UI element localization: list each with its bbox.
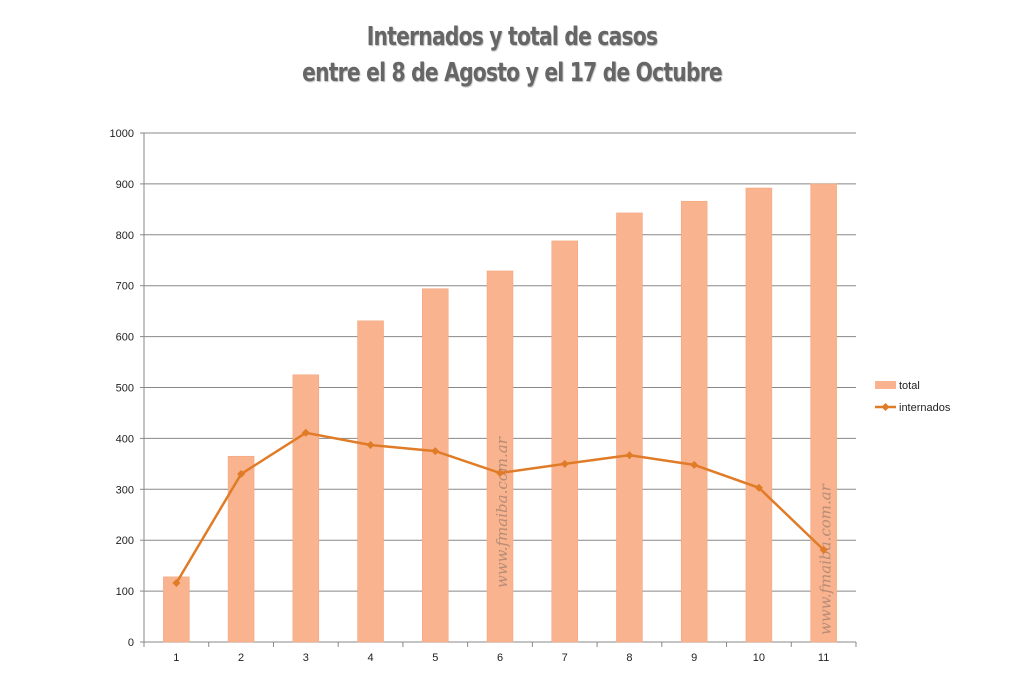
- y-tick-label: 200: [116, 535, 134, 547]
- chart-title-line-1: Internados y total de casos: [366, 22, 658, 52]
- watermark: www.fmaiba.com.ar: [493, 436, 511, 588]
- y-tick-label: 0: [128, 637, 134, 649]
- y-tick-label: 900: [116, 179, 134, 191]
- bar-total: [616, 212, 643, 643]
- bar-total: [810, 183, 837, 643]
- legend-label-internados: internados: [899, 402, 951, 414]
- x-tick-label: 10: [753, 652, 765, 664]
- point-internados: [819, 545, 828, 554]
- bar-total: [292, 374, 320, 643]
- watermark: www.fmaiba.com.ar: [817, 483, 835, 635]
- point-internados: [560, 459, 569, 468]
- x-tick-label: 8: [626, 652, 632, 664]
- bar-total: [486, 270, 514, 643]
- legend-marker-internados: [881, 403, 890, 411]
- x-tick-label: 11: [818, 652, 829, 664]
- bar-total: [163, 576, 190, 643]
- bar-total: [422, 288, 449, 643]
- bar-total: [745, 187, 773, 643]
- bar-total: [680, 200, 708, 643]
- point-internados: [366, 441, 375, 450]
- legend-swatch-total: [875, 381, 896, 389]
- point-internados: [754, 483, 763, 492]
- x-tick-label: 7: [562, 652, 568, 664]
- bar-total: [357, 320, 384, 643]
- point-internados: [690, 460, 699, 469]
- y-tick-label: 300: [116, 484, 134, 496]
- y-tick-label: 500: [116, 383, 134, 395]
- point-internados: [301, 428, 310, 437]
- bar-total: [551, 240, 578, 643]
- point-internados: [237, 470, 246, 479]
- x-tick-label: 2: [238, 652, 244, 664]
- y-tick-label: 400: [116, 433, 134, 445]
- y-tick-label: 800: [116, 230, 134, 242]
- x-tick-label: 9: [691, 652, 697, 664]
- x-tick-label: 6: [497, 652, 503, 664]
- x-tick-label: 3: [303, 652, 309, 664]
- point-internados: [625, 451, 634, 460]
- x-tick-label: 4: [367, 652, 373, 664]
- y-tick-label: 600: [116, 332, 134, 344]
- x-tick-label: 1: [173, 652, 179, 664]
- y-tick-label: 700: [116, 281, 134, 293]
- point-internados: [431, 447, 440, 456]
- y-tick-label: 1000: [110, 128, 134, 140]
- legend-label-total: total: [899, 380, 920, 392]
- bar-total: [227, 455, 255, 643]
- point-internados: [496, 469, 504, 478]
- point-internados: [172, 578, 181, 587]
- y-tick-label: 100: [116, 586, 134, 598]
- chart-title-line-2: entre el 8 de Agosto y el 17 de Octubre: [302, 58, 723, 88]
- x-tick-label: 5: [432, 652, 438, 664]
